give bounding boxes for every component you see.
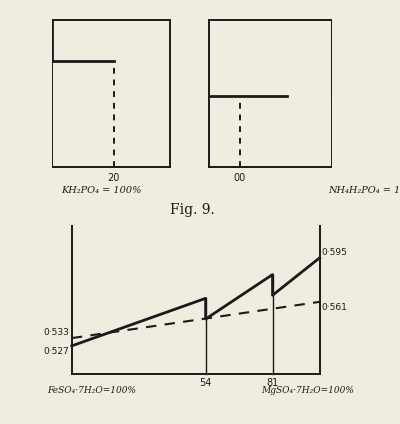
Text: 0·561: 0·561 (322, 303, 348, 312)
Text: 81: 81 (266, 378, 279, 388)
Text: FeSO₄·7H₂O=100%: FeSO₄·7H₂O=100% (47, 386, 136, 395)
Text: Fig. 9.: Fig. 9. (170, 203, 214, 217)
Text: NH₄H₂PO₄ = 100%: NH₄H₂PO₄ = 100% (328, 186, 400, 195)
Text: 0·595: 0·595 (322, 248, 348, 257)
Text: 20: 20 (108, 173, 120, 183)
Text: MgSO₄·7H₂O=100%: MgSO₄·7H₂O=100% (261, 386, 354, 395)
Text: 00: 00 (234, 173, 246, 183)
Text: 54: 54 (200, 378, 212, 388)
Text: 0·527: 0·527 (44, 347, 69, 356)
Text: 0·533: 0·533 (44, 328, 69, 337)
Text: KH₂PO₄ = 100%: KH₂PO₄ = 100% (61, 186, 142, 195)
